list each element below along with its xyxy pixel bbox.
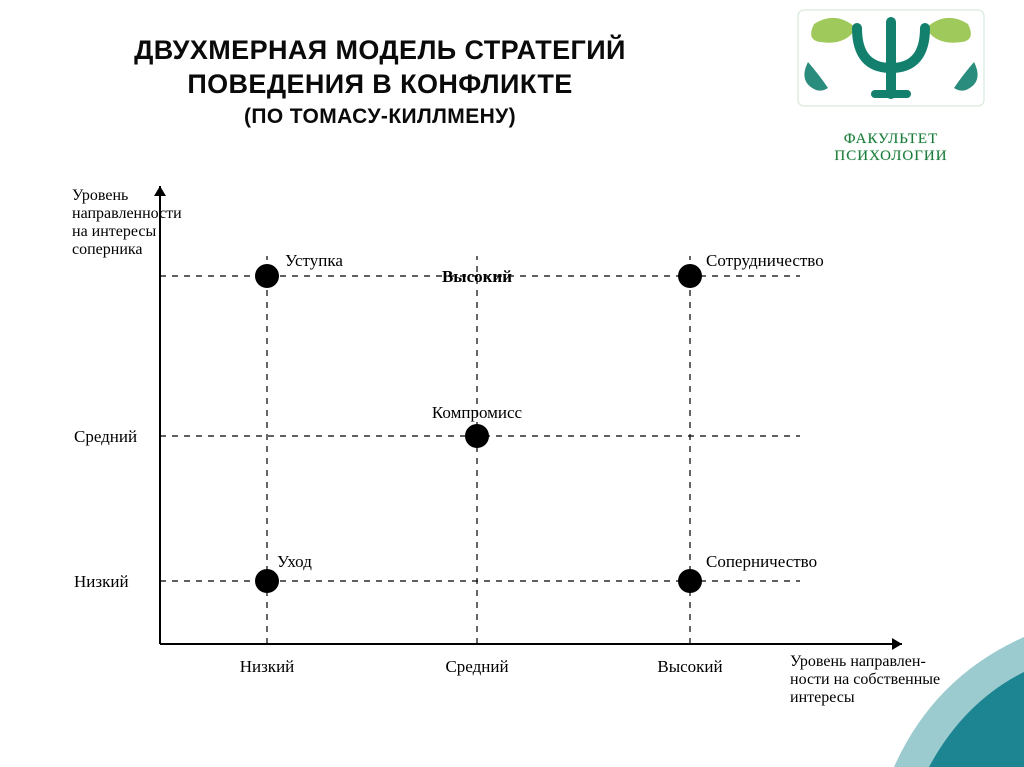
y-tick-label: Низкий <box>74 572 129 591</box>
x-axis-title-line: ности на собственные <box>790 671 940 688</box>
x-tick-label: Высокий <box>657 657 722 676</box>
strategy-point <box>255 264 279 288</box>
center-high-label: Высокий <box>442 267 512 286</box>
strategy-point <box>678 264 702 288</box>
x-axis-title-line: интересы <box>790 689 855 706</box>
slide-title: ДВУХМЕРНАЯ МОДЕЛЬ СТРАТЕГИЙ ПОВЕДЕНИЯ В … <box>60 34 700 130</box>
y-tick-label: Средний <box>74 427 137 446</box>
y-axis-title-line: направленности <box>72 205 182 222</box>
strategy-label: Уход <box>277 552 312 571</box>
psi-logo-icon <box>786 6 996 124</box>
faculty-logo: ФАКУЛЬТЕТ ПСИХОЛОГИИ <box>786 6 996 165</box>
slide-root: ДВУХМЕРНАЯ МОДЕЛЬ СТРАТЕГИЙ ПОВЕДЕНИЯ В … <box>0 0 1024 767</box>
strategy-label: Компромисс <box>432 403 523 422</box>
strategy-point <box>255 569 279 593</box>
strategy-label: Соперничество <box>706 552 817 571</box>
logo-caption: ФАКУЛЬТЕТ ПСИХОЛОГИИ <box>786 131 996 165</box>
thomas-kilmann-chart: Низкий Средний Высокий Низкий Средний Уровень… <box>42 176 982 736</box>
strategy-label: Сотрудничество <box>706 251 824 270</box>
x-axis-title-line: Уровень направлен- <box>790 653 926 670</box>
title-line-3: (ПО ТОМАСУ-КИЛЛМЕНУ) <box>60 104 700 130</box>
y-axis-title-line: на интересы <box>72 223 156 240</box>
strategy-point <box>465 424 489 448</box>
y-axis-title-line: Уровень <box>72 187 128 204</box>
title-line-2: ПОВЕДЕНИЯ В КОНФЛИКТЕ <box>60 68 700 102</box>
y-axis-title-line: соперника <box>72 241 143 258</box>
strategy-label: Уступка <box>285 251 343 270</box>
x-tick-label: Средний <box>445 657 508 676</box>
x-tick-label: Низкий <box>240 657 295 676</box>
title-line-1: ДВУХМЕРНАЯ МОДЕЛЬ СТРАТЕГИЙ <box>60 34 700 68</box>
strategy-point <box>678 569 702 593</box>
